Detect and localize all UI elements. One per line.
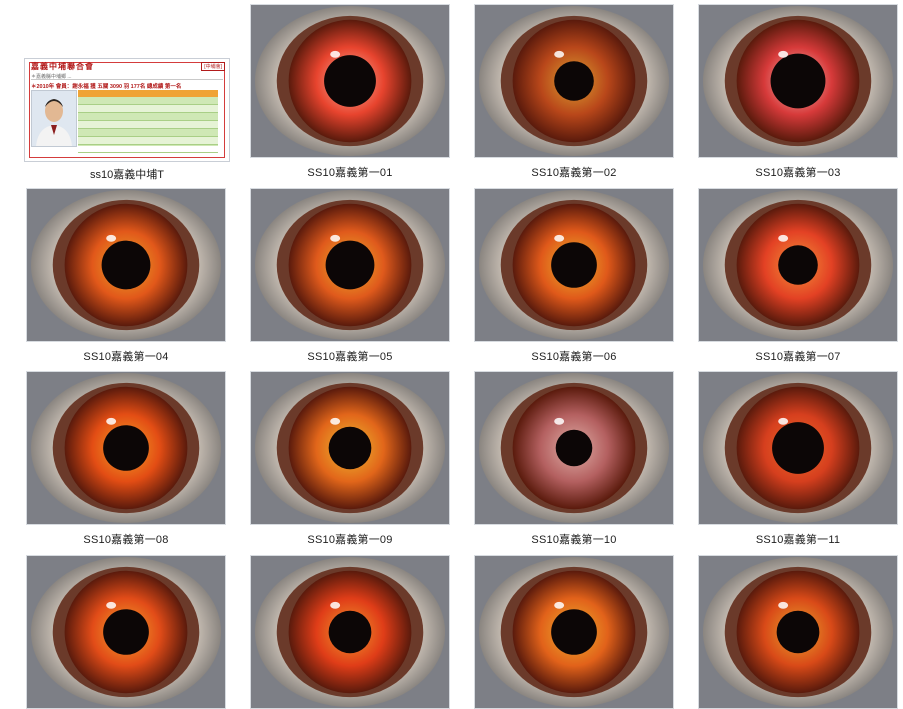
eye-image xyxy=(250,371,450,525)
document-thumbnail[interactable]: 嘉義中埔聯合會 [中埔會] ＊嘉義縣中埔鄉 ... ＊2010年 會員：謝永福 … xyxy=(24,58,230,162)
eye-photo xyxy=(475,5,673,157)
thumbnail-caption: SS10嘉義第一10 xyxy=(531,534,617,546)
eye-image xyxy=(474,188,674,342)
eye-photo xyxy=(699,189,897,341)
eye-image xyxy=(26,188,226,342)
eye-image xyxy=(250,4,450,158)
eye-image xyxy=(26,371,226,525)
eye-photo xyxy=(251,372,449,524)
eye-photo xyxy=(251,556,449,708)
document-line: ＊2010年 會員：謝永福 獲 五關 3090 羽 177名 總成績 第一名 xyxy=(31,84,182,90)
thumbnail-caption: SS10嘉義第一09 xyxy=(307,534,393,546)
results-table xyxy=(78,90,218,153)
document-title: 嘉義中埔聯合會 xyxy=(31,62,94,71)
thumbnail-caption: SS10嘉義第一06 xyxy=(531,351,617,363)
eye-photo xyxy=(475,372,673,524)
thumbnail-caption: SS10嘉義第一01 xyxy=(307,167,393,179)
eye-photo xyxy=(699,372,897,524)
thumbnail-caption: SS10嘉義第一08 xyxy=(83,534,169,546)
thumbnail-caption: SS10嘉義第一03 xyxy=(755,167,841,179)
eye-photo xyxy=(27,556,225,708)
eye-photo xyxy=(699,5,897,157)
eye-image xyxy=(26,555,226,709)
eye-image xyxy=(250,555,450,709)
eye-photo xyxy=(27,372,225,524)
eye-photo xyxy=(251,5,449,157)
document-tag: [中埔會] xyxy=(201,62,225,71)
thumbnail-caption: ss10嘉義中埔T xyxy=(90,169,164,181)
document-frame xyxy=(29,62,225,158)
thumbnail-caption: SS10嘉義第一05 xyxy=(307,351,393,363)
eye-image xyxy=(698,371,898,525)
eye-image xyxy=(250,188,450,342)
thumbnail-caption: SS10嘉義第一02 xyxy=(531,167,617,179)
eye-photo xyxy=(27,189,225,341)
thumbnail-caption: SS10嘉義第一04 xyxy=(83,351,169,363)
eye-image xyxy=(474,4,674,158)
eye-photo xyxy=(475,189,673,341)
document-divider xyxy=(31,79,223,80)
thumbnail-caption: SS10嘉義第一07 xyxy=(755,351,841,363)
document-subtitle: ＊嘉義縣中埔鄉 ... xyxy=(31,74,72,80)
eye-image xyxy=(698,4,898,158)
eye-photo xyxy=(475,556,673,708)
portrait-photo xyxy=(31,90,77,147)
eye-image xyxy=(698,188,898,342)
eye-image xyxy=(698,555,898,709)
eye-photo xyxy=(251,189,449,341)
eye-image xyxy=(474,555,674,709)
thumbnail-caption: SS10嘉義第一11 xyxy=(755,534,841,546)
eye-photo xyxy=(699,556,897,708)
eye-image xyxy=(474,371,674,525)
